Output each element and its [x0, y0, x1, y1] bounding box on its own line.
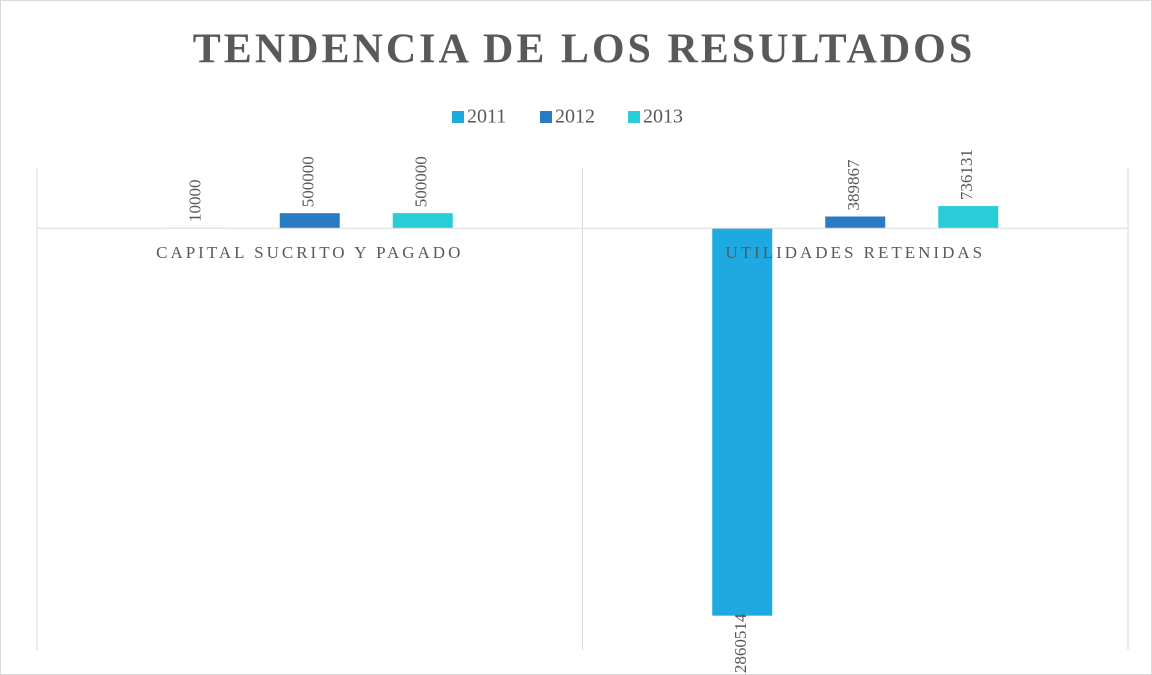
- bar: [825, 216, 886, 229]
- legend-label: 2011: [467, 106, 506, 128]
- legend-label: 2013: [643, 106, 683, 128]
- bar: [279, 213, 340, 229]
- bar: [938, 206, 999, 229]
- legend-swatch: [628, 111, 640, 123]
- chart-title: TENDENCIA DE LOS RESULTADOS: [193, 27, 975, 73]
- value-label: 389867: [844, 159, 863, 211]
- x-tick-label: UTILIDADES RETENIDAS: [725, 243, 985, 262]
- x-tick-label: CAPITAL SUCRITO Y PAGADO: [156, 243, 463, 262]
- value-label: -12860514: [731, 613, 750, 675]
- value-label: 500000: [299, 156, 318, 207]
- legend-swatch: [540, 111, 552, 123]
- legend-swatch: [452, 111, 464, 123]
- value-label: 736131: [957, 149, 976, 200]
- value-label: 10000: [186, 179, 205, 222]
- legend-label: 2012: [555, 106, 595, 128]
- value-label: 500000: [412, 156, 431, 207]
- bar: [712, 228, 773, 616]
- bar: [392, 213, 453, 229]
